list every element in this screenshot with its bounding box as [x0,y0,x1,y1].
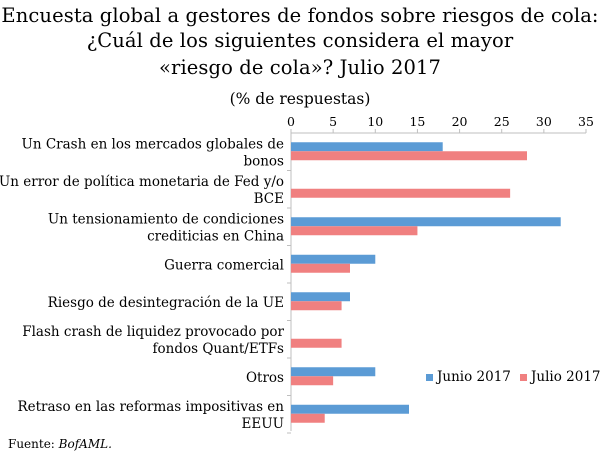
bar-julio [291,226,418,236]
bar-junio [291,292,350,302]
x-tick-label: 20 [452,114,468,129]
bar-junio [291,254,376,264]
bar-julio [291,376,334,386]
category-label: fondos Quant/ETFs [153,341,285,357]
legend-label: Julio 2017 [529,369,600,385]
bar-junio [291,367,376,377]
category-label: Otros [246,370,284,386]
chart-title-line-1: Encuesta global a gestores de fondos sob… [1,4,599,27]
category-label: Riesgo de desintegración de la UE [48,295,284,311]
x-tick-label: 35 [578,114,594,129]
category-label: Un tensionamiento de condiciones [48,211,284,227]
bar-julio [291,151,527,161]
category-label: crediticias en China [147,228,284,244]
source-prefix: Fuente: [8,437,59,451]
chart-title-line-3: «riesgo de cola»? Julio 2017 [159,56,441,79]
bar-julio [291,301,342,311]
category-label: BCE [254,191,284,207]
category-label: Un error de política monetaria de Fed y/… [0,174,284,190]
category-label: Guerra comercial [164,257,284,273]
x-tick-label: 5 [329,114,337,129]
legend-swatch [520,374,527,381]
x-tick-label: 0 [287,114,295,129]
source-note: Fuente: BofAML. [8,437,112,451]
category-label: Retraso en las reformas impositivas en [17,399,284,415]
chart-title-line-2: ¿Cuál de los siguientes considera el may… [86,29,514,52]
bar-julio [291,338,342,348]
bar-julio [291,188,511,198]
x-tick-label: 15 [409,114,425,129]
bar-julio [291,413,325,423]
bar-junio [291,404,409,414]
legend-label: Junio 2017 [435,369,511,385]
x-tick-label: 25 [494,114,510,129]
legend-swatch [426,374,433,381]
x-tick-label: 30 [536,114,552,129]
category-label: bonos [243,153,284,169]
category-label: Flash crash de liquidez provocado por [22,324,284,340]
category-label: Un Crash en los mercados globales de [21,136,284,152]
chart-subtitle: (% de respuestas) [229,90,371,108]
bar-junio [291,142,443,152]
x-tick-label: 10 [367,114,383,129]
category-label: EEUU [242,416,284,432]
bar-julio [291,263,350,273]
bar-junio [291,217,561,227]
source-name: BofAML. [58,437,112,451]
